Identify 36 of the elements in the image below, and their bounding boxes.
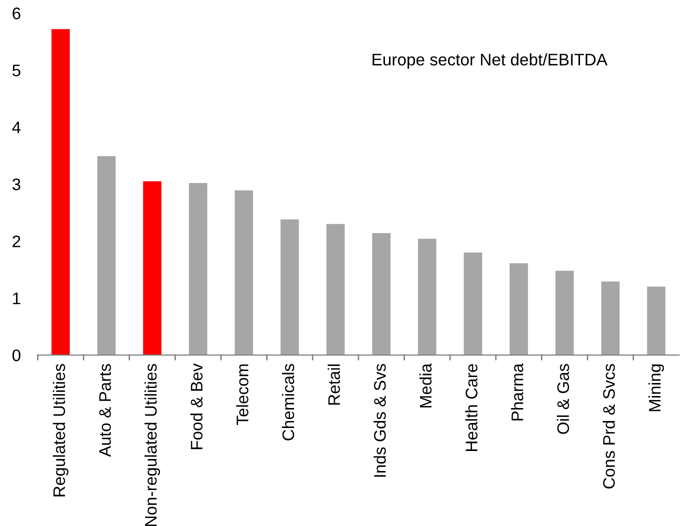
x-tick-label: Retail [328, 364, 340, 405]
bar [97, 156, 116, 356]
y-tick-label: 6 [12, 8, 20, 20]
bar [510, 263, 528, 356]
bar [372, 233, 391, 356]
x-tick-label: Telecom [236, 364, 248, 426]
x-tick-label: Health Care [465, 364, 478, 451]
x-tick-label: Oil & Gas [556, 364, 570, 434]
y-tick-label: 1 [13, 292, 20, 304]
x-tick-label: Food & Bev [190, 363, 203, 450]
x-tick-label: Media [419, 363, 432, 408]
bar [51, 29, 70, 356]
bar [418, 238, 436, 356]
y-tick-label: 4 [12, 122, 21, 134]
bar [647, 286, 666, 356]
x-tick-label: Mining [648, 364, 664, 412]
bar [326, 224, 345, 356]
bar [464, 252, 482, 356]
x-tick-label: Auto & Parts [99, 364, 111, 457]
x-tick-label: Inds Gds & Svs [374, 364, 386, 477]
bar [143, 181, 162, 356]
bar [280, 219, 299, 356]
bar [234, 190, 254, 356]
y-tick-label: 0 [12, 349, 20, 362]
x-tick-label: Pharma [511, 363, 524, 420]
bar [601, 282, 620, 356]
bar [188, 182, 208, 356]
y-tick-label: 5 [12, 64, 20, 76]
text: Europe sector Net debt/EBITDA [372, 53, 608, 69]
x-tick-label: Chemicals [282, 364, 294, 440]
x-tick-label: Cons Prd & Svcs [602, 364, 615, 489]
y-tick-label: 2 [12, 235, 20, 248]
x-tick-label: Regulated Utilities [52, 364, 68, 496]
bar [555, 270, 574, 356]
y-tick-label: 3 [12, 178, 20, 190]
x-tick-label: Non-regulated Utilities [144, 364, 160, 526]
